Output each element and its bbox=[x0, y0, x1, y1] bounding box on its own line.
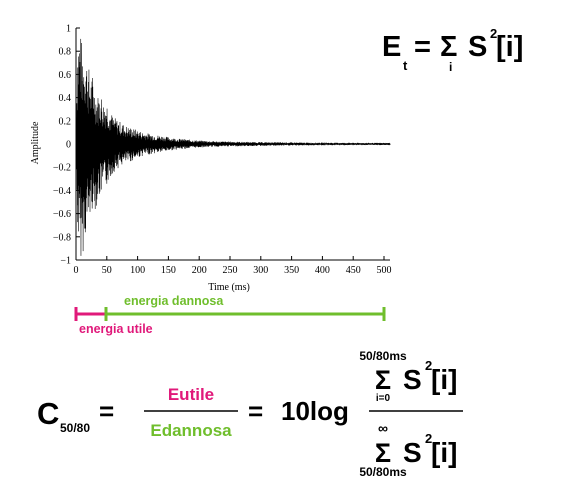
x-tick-label: 250 bbox=[223, 265, 238, 276]
numerator-sum-upper-limit: 50/80ms bbox=[359, 349, 407, 363]
energy-E: E bbox=[382, 31, 401, 63]
y-tick-label: 0.4 bbox=[59, 93, 72, 104]
x-axis-ticks: 0 50 100 150 200 250 300 350 400 450 500 bbox=[74, 256, 392, 276]
numerator-index: [i] bbox=[431, 364, 457, 395]
energy-equals: = bbox=[414, 31, 431, 63]
x-tick-label: 50 bbox=[102, 265, 112, 276]
energy-E-subscript: t bbox=[403, 58, 408, 73]
numerator-S: S bbox=[403, 364, 422, 395]
energy-S: S bbox=[468, 31, 487, 63]
y-tick-label: −0.8 bbox=[53, 232, 71, 243]
denominator-sum-upper-limit: ∞ bbox=[378, 420, 388, 436]
y-tick-label: 0.6 bbox=[59, 70, 72, 81]
x-tick-label: 100 bbox=[130, 265, 145, 276]
denominator-index: [i] bbox=[431, 437, 457, 468]
numerator-sum-lower-limit: i=0 bbox=[376, 393, 391, 404]
x-tick-label: 450 bbox=[346, 265, 361, 276]
clarity-equals-2: = bbox=[248, 396, 263, 426]
denominator-S: S bbox=[403, 437, 422, 468]
y-axis-label: Amplitude bbox=[30, 121, 41, 164]
energia-dannosa-label: energia dannosa bbox=[124, 294, 224, 308]
x-tick-label: 200 bbox=[192, 265, 207, 276]
signal-waveform bbox=[75, 38, 391, 256]
energy-timeline: energia dannosa energia utile bbox=[74, 294, 386, 336]
y-tick-label: 0 bbox=[66, 140, 71, 151]
clarity-formula: C 50/80 = Eutile Edannosa = 10log 50/80m… bbox=[37, 349, 463, 479]
clarity-C: C bbox=[37, 396, 59, 431]
x-tick-label: 300 bbox=[253, 265, 268, 276]
x-axis-label: Time (ms) bbox=[208, 282, 250, 293]
y-axis-ticks: 1 0.8 0.6 0.4 0.2 0 −0.2 −0.4 −0.6 −0.8 −1 bbox=[53, 24, 80, 267]
x-tick-label: 0 bbox=[74, 265, 79, 276]
denominator-sum-lower-limit: 50/80ms bbox=[359, 465, 407, 479]
clarity-equals-1: = bbox=[99, 396, 114, 426]
clarity-C-subscript: 50/80 bbox=[60, 421, 90, 435]
y-tick-label: 0.8 bbox=[59, 47, 72, 58]
energia-utile-label: energia utile bbox=[79, 322, 153, 336]
x-tick-label: 350 bbox=[284, 265, 299, 276]
numerator-sigma: Σ bbox=[375, 365, 391, 395]
clarity-10log: 10log bbox=[281, 396, 349, 426]
y-tick-label: −0.6 bbox=[53, 209, 71, 220]
denominator-S-superscript: 2 bbox=[425, 431, 432, 446]
fraction-denominator-edannosa: Edannosa bbox=[150, 421, 232, 440]
denominator-sigma: Σ bbox=[375, 438, 391, 468]
energy-sigma: Σ bbox=[440, 31, 457, 63]
energy-index: [i] bbox=[496, 31, 523, 63]
x-tick-label: 500 bbox=[377, 265, 392, 276]
y-tick-label: 1 bbox=[66, 24, 71, 35]
waveform-chart: 1 0.8 0.6 0.4 0.2 0 −0.2 −0.4 −0.6 −0.8 −1 0 50 100 1… bbox=[30, 24, 392, 294]
x-tick-label: 150 bbox=[161, 265, 176, 276]
energy-sigma-subscript: i bbox=[449, 60, 452, 74]
signal-trace bbox=[75, 38, 391, 256]
numerator-S-superscript: 2 bbox=[425, 358, 432, 373]
y-tick-label: −0.4 bbox=[53, 186, 71, 197]
y-tick-label: −0.2 bbox=[53, 163, 71, 174]
fraction-numerator-eutile: Eutile bbox=[168, 385, 214, 404]
energy-S-superscript: 2 bbox=[490, 26, 497, 41]
x-tick-label: 400 bbox=[315, 265, 330, 276]
y-tick-label: 0.2 bbox=[59, 116, 72, 127]
y-tick-label: −1 bbox=[60, 256, 71, 267]
energy-formula: E t = Σ i S 2 [i] bbox=[382, 26, 523, 74]
